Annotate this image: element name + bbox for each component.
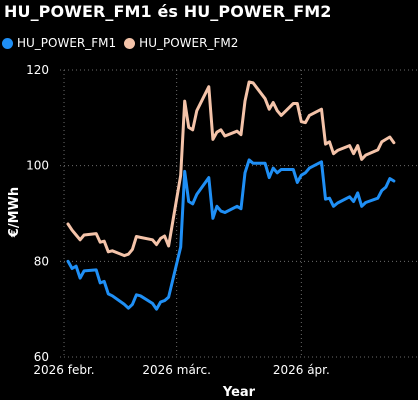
gridlines (60, 69, 418, 358)
y-axis-label: €/MWh (7, 187, 22, 238)
legend-item-fm2[interactable]: HU_POWER_FM2 (124, 36, 238, 50)
series-line-1[interactable] (66, 158, 396, 311)
x-axis-label: Year (222, 385, 256, 400)
series-line-2[interactable] (66, 80, 396, 258)
x-tick-label: 2026 márc. (142, 363, 210, 377)
y-tick-label: 60 (34, 350, 49, 364)
legend-label-fm2: HU_POWER_FM2 (139, 36, 239, 50)
y-axis-ticks: 60 80 100 120 (26, 63, 49, 364)
y-tick-label: 100 (26, 159, 49, 173)
x-tick-label: 2026 ápr. (273, 363, 330, 377)
series-lines (66, 80, 396, 311)
legend-marker-fm2 (124, 37, 136, 49)
legend: HU_POWER_FM1 HU_POWER_FM2 (2, 36, 246, 50)
x-axis-ticks: 2026 febr. 2026 márc. 2026 ápr. (33, 363, 329, 377)
legend-item-fm1[interactable]: HU_POWER_FM1 (2, 36, 116, 50)
legend-marker-fm1 (2, 37, 13, 49)
chart-title: HU_POWER_FM1 és HU_POWER_FM2 (4, 2, 332, 21)
legend-label-fm1: HU_POWER_FM1 (17, 36, 117, 50)
x-tick-label: 2026 febr. (33, 363, 94, 377)
y-tick-label: 80 (34, 254, 49, 268)
y-tick-label: 120 (26, 63, 49, 77)
